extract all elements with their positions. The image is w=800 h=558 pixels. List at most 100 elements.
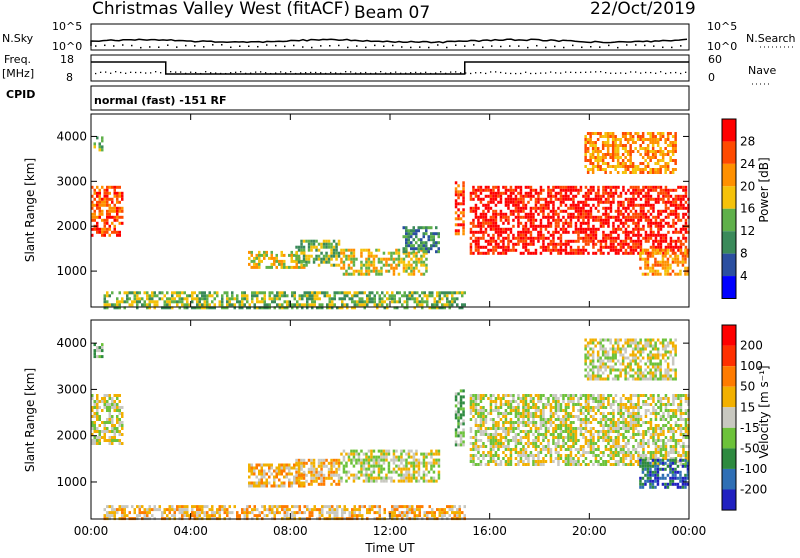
data-cell [637, 135, 640, 138]
data-cell [258, 260, 261, 263]
data-cell [462, 232, 465, 235]
data-cell [597, 168, 600, 171]
data-cell [109, 421, 112, 424]
data-cell [492, 216, 495, 219]
data-cell [550, 457, 553, 460]
data-cell [338, 243, 341, 246]
data-cell [390, 480, 393, 483]
data-cell [540, 234, 543, 237]
data-cell [592, 439, 595, 442]
data-cell [333, 462, 336, 465]
data-cell [273, 476, 276, 479]
data-cell [374, 303, 377, 306]
data-cell [176, 294, 179, 297]
data-cell [383, 453, 386, 456]
data-cell [585, 436, 588, 439]
colorbar-tick-label: 4 [740, 269, 748, 283]
data-cell [575, 433, 578, 436]
data-cell [565, 424, 568, 427]
data-cell [320, 462, 323, 465]
data-cell [475, 189, 478, 192]
data-cell [589, 132, 592, 135]
data-cell [480, 430, 483, 433]
data-cell [335, 252, 338, 255]
data-cell [532, 445, 535, 448]
data-cell [512, 394, 515, 397]
data-cell [617, 454, 620, 457]
data-cell [495, 442, 498, 445]
data-cell [572, 409, 575, 412]
data-cell [515, 210, 518, 213]
data-cell [562, 231, 565, 234]
data-cell [410, 258, 413, 261]
data-cell [226, 291, 229, 294]
data-cell [438, 474, 441, 477]
data-cell [599, 135, 602, 138]
data-cell [664, 249, 667, 252]
data-cell [305, 255, 308, 258]
data-cell [449, 291, 452, 294]
data-cell [640, 234, 643, 237]
data-cell [104, 303, 107, 306]
data-cell [532, 457, 535, 460]
data-cell [602, 213, 605, 216]
data-cell [615, 400, 618, 403]
data-cell [94, 415, 97, 418]
data-cell [664, 147, 667, 150]
data-cell [542, 457, 545, 460]
data-cell [609, 153, 612, 156]
data-cell [507, 427, 510, 430]
data-cell [420, 453, 423, 456]
data-cell [605, 237, 608, 240]
data-cell [522, 415, 525, 418]
data-cell [627, 243, 630, 246]
data-cell [657, 141, 660, 144]
data-cell [460, 440, 463, 443]
data-cell [408, 480, 411, 483]
data-cell [507, 400, 510, 403]
data-cell [657, 132, 660, 135]
data-cell [253, 473, 256, 476]
data-cell [129, 303, 132, 306]
data-cell [360, 462, 363, 465]
data-cell [268, 266, 271, 269]
data-cell [570, 433, 573, 436]
data-cell [617, 204, 620, 207]
data-cell [520, 216, 523, 219]
data-cell [550, 418, 553, 421]
data-cell [328, 474, 331, 477]
data-cell [136, 291, 139, 294]
data-cell [555, 412, 558, 415]
data-cell [669, 267, 672, 270]
data-cell [602, 231, 605, 234]
data-cell [547, 219, 550, 222]
data-cell [582, 445, 585, 448]
data-cell [298, 485, 301, 488]
data-cell [303, 465, 306, 468]
data-cell [114, 409, 117, 412]
data-cell [276, 467, 279, 470]
data-cell [622, 454, 625, 457]
data-cell [670, 246, 673, 249]
data-cell [194, 291, 197, 294]
data-cell [672, 141, 675, 144]
data-cell [560, 204, 563, 207]
data-cell [577, 210, 580, 213]
data-cell [101, 148, 104, 151]
data-cell [106, 213, 109, 216]
data-cell [363, 480, 366, 483]
data-cell [654, 156, 657, 159]
data-cell [497, 397, 500, 400]
data-cell [258, 263, 261, 266]
nave-dot [335, 72, 336, 73]
data-cell [492, 240, 495, 243]
data-cell [490, 403, 493, 406]
data-cell [550, 240, 553, 243]
data-cell [605, 219, 608, 222]
data-cell [365, 471, 368, 474]
data-cell [665, 189, 668, 192]
data-cell [256, 467, 259, 470]
nave-dot [595, 71, 596, 72]
data-cell [408, 244, 411, 247]
data-cell [457, 410, 460, 413]
